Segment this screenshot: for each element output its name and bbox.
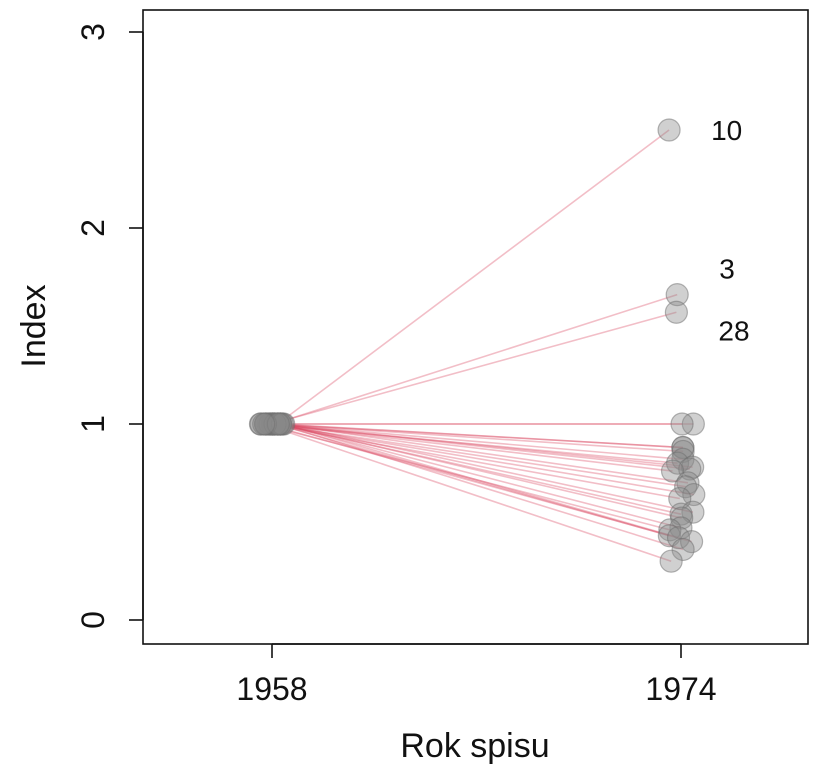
- point-label: 3: [719, 254, 735, 285]
- connecting-line: [265, 423, 692, 543]
- connecting-line: [274, 423, 693, 468]
- y-tick-label: 1: [75, 415, 111, 433]
- y-axis-title: Index: [15, 284, 53, 367]
- connecting-line: [265, 423, 680, 500]
- connecting-line: [273, 293, 678, 425]
- point-1974: [671, 537, 695, 562]
- point-1974: [682, 482, 706, 507]
- connecting-line: [277, 129, 670, 425]
- x-axis-title: Rok spisu: [400, 727, 549, 765]
- connecting-line: [276, 423, 682, 515]
- connecting-line: [263, 423, 672, 562]
- point-1974: [666, 526, 691, 550]
- y-tick-label: 2: [75, 219, 111, 237]
- connecting-line: [280, 423, 682, 519]
- connecting-line: [269, 423, 673, 472]
- connecting-line: [274, 423, 690, 470]
- point-1974: [664, 300, 688, 324]
- connecting-line: [280, 423, 682, 529]
- connecting-line: [280, 423, 689, 484]
- y-tick-label: 0: [75, 611, 111, 629]
- connecting-line: [260, 423, 678, 464]
- connecting-line: [274, 423, 670, 537]
- connecting-line: [272, 423, 683, 461]
- point-1974: [657, 524, 681, 548]
- point-1974: [681, 500, 705, 524]
- connecting-line: [283, 423, 694, 513]
- data-points: [248, 118, 706, 573]
- connecting-line: [272, 423, 684, 453]
- point-label: 28: [718, 315, 749, 346]
- x-tick-label: 1958: [236, 671, 307, 707]
- connecting-line: [260, 423, 671, 531]
- point-1974: [659, 549, 683, 573]
- x-tick-label: 1974: [645, 671, 716, 707]
- point-1974: [658, 518, 682, 542]
- x-axis: 1958 1974: [236, 643, 717, 707]
- connecting-line: [268, 423, 686, 488]
- point-1974: [660, 459, 685, 483]
- connecting-lines: [260, 129, 694, 562]
- point-1974: [670, 506, 694, 530]
- plot-frame: [142, 9, 809, 645]
- connecting-line: [270, 311, 677, 425]
- connecting-line: [278, 423, 683, 449]
- connecting-line: [278, 423, 684, 551]
- connecting-line: [270, 423, 694, 496]
- point-1974: [665, 283, 689, 307]
- point-labels: 10 3 28: [711, 115, 749, 346]
- point-1974: [657, 118, 681, 142]
- y-tick-label: 3: [75, 23, 111, 41]
- point-label: 10: [711, 115, 742, 146]
- point-1958: [252, 412, 276, 436]
- y-axis: 0 1 2 3: [75, 23, 144, 629]
- connecting-line: [272, 423, 683, 449]
- connecting-line: [282, 423, 679, 539]
- point-1974: [670, 412, 694, 436]
